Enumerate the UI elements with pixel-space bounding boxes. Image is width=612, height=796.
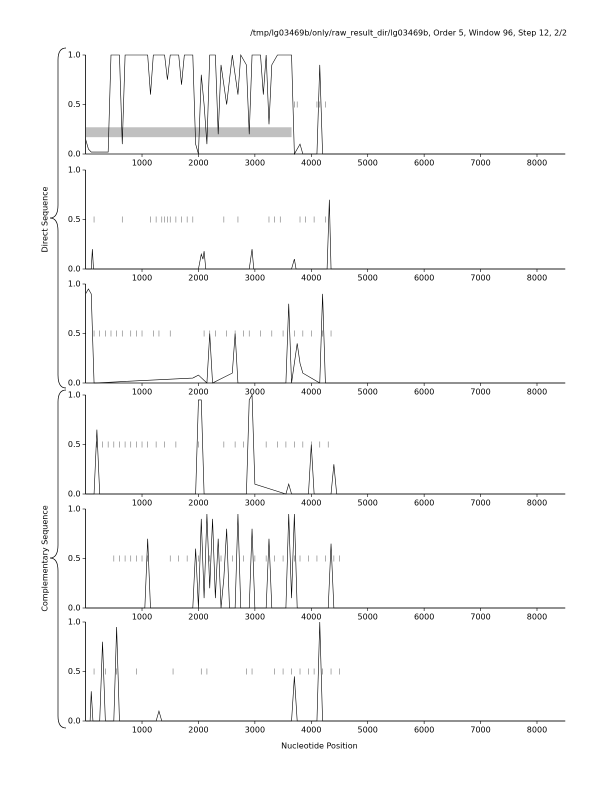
x-tick-label: 3000	[245, 274, 265, 283]
x-tick-label: 5000	[358, 613, 378, 622]
x-tick-label: 1000	[132, 726, 152, 735]
x-tick-label: 7000	[470, 613, 490, 622]
y-tick-label: 1.0	[68, 505, 81, 514]
x-tick-label: 5000	[358, 274, 378, 283]
x-tick-label: 4000	[301, 499, 321, 508]
x-tick-label: 3000	[245, 159, 265, 168]
y-tick-label: 0.0	[68, 604, 81, 613]
x-tick-label: 2000	[188, 274, 208, 283]
x-tick-label: 8000	[527, 499, 547, 508]
x-tick-label: 7000	[470, 274, 490, 283]
y-axis-label: Complementary Sequence	[41, 505, 50, 611]
x-tick-label: 2000	[188, 159, 208, 168]
data-line	[85, 53, 566, 156]
y-axis-label: Direct Sequence	[41, 186, 50, 252]
x-tick-label: 1000	[132, 159, 152, 168]
x-tick-label: 6000	[414, 499, 434, 508]
x-tick-label: 8000	[527, 274, 547, 283]
y-tick-label: 0.5	[68, 440, 81, 449]
data-line	[85, 393, 566, 495]
shaded-band	[85, 127, 292, 138]
y-tick-label: 0.5	[68, 329, 81, 338]
data-line	[85, 199, 566, 270]
x-tick-label: 1000	[132, 388, 152, 397]
y-tick-label: 0.0	[68, 379, 81, 388]
x-tick-label: 7000	[470, 159, 490, 168]
x-tick-label: 4000	[301, 613, 321, 622]
y-tick-label: 0.5	[68, 667, 81, 676]
x-tick-label: 5000	[358, 159, 378, 168]
brace	[49, 47, 67, 389]
x-tick-label: 1000	[132, 274, 152, 283]
x-tick-label: 3000	[245, 726, 265, 735]
x-axis-label: Nucleotide Position	[281, 742, 358, 751]
x-tick-label: 4000	[301, 726, 321, 735]
y-tick-label: 1.0	[68, 391, 81, 400]
x-tick-label: 4000	[301, 274, 321, 283]
x-tick-label: 7000	[470, 726, 490, 735]
y-tick-label: 1.0	[68, 618, 81, 627]
x-tick-label: 6000	[414, 726, 434, 735]
x-tick-label: 5000	[358, 388, 378, 397]
x-tick-label: 5000	[358, 726, 378, 735]
x-tick-label: 3000	[245, 499, 265, 508]
y-tick-label: 0.5	[68, 215, 81, 224]
x-tick-label: 2000	[188, 388, 208, 397]
x-tick-label: 8000	[527, 613, 547, 622]
x-tick-label: 6000	[414, 613, 434, 622]
x-tick-label: 4000	[301, 159, 321, 168]
x-tick-label: 7000	[470, 388, 490, 397]
y-tick-label: 0.5	[68, 554, 81, 563]
chart-title: /tmp/lg03469b/only/raw_result_dir/lg0346…	[250, 29, 567, 38]
x-tick-label: 2000	[188, 613, 208, 622]
x-tick-label: 4000	[301, 388, 321, 397]
y-tick-label: 1.0	[68, 280, 81, 289]
x-tick-label: 3000	[245, 613, 265, 622]
x-tick-label: 6000	[414, 274, 434, 283]
x-tick-label: 1000	[132, 613, 152, 622]
x-tick-label: 8000	[527, 726, 547, 735]
x-tick-label: 7000	[470, 499, 490, 508]
x-tick-label: 6000	[414, 159, 434, 168]
y-tick-label: 1.0	[68, 166, 81, 175]
x-tick-label: 2000	[188, 499, 208, 508]
data-line	[85, 288, 566, 384]
y-tick-label: 0.0	[68, 490, 81, 499]
y-tick-label: 0.0	[68, 717, 81, 726]
x-tick-label: 1000	[132, 499, 152, 508]
y-tick-label: 1.0	[68, 51, 81, 60]
x-tick-label: 2000	[188, 726, 208, 735]
brace	[49, 389, 67, 729]
x-tick-label: 8000	[527, 159, 547, 168]
x-tick-label: 6000	[414, 388, 434, 397]
x-tick-label: 3000	[245, 388, 265, 397]
data-line	[85, 621, 566, 722]
x-tick-label: 5000	[358, 499, 378, 508]
y-tick-label: 0.0	[68, 265, 81, 274]
data-line	[85, 513, 566, 609]
y-tick-label: 0.5	[68, 100, 81, 109]
y-tick-label: 0.0	[68, 150, 81, 159]
x-tick-label: 8000	[527, 388, 547, 397]
